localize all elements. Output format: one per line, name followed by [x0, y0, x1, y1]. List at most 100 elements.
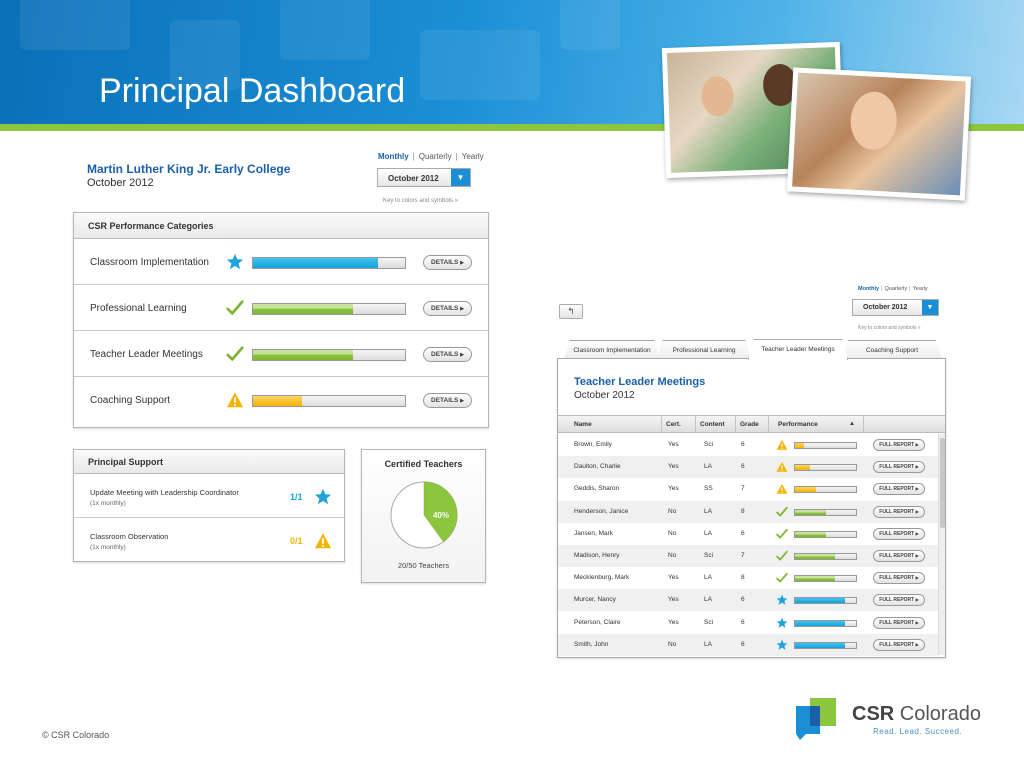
performance-bar: [252, 303, 406, 315]
warning-icon: [776, 439, 788, 451]
table-row: Brown, Emily Yes Sci 6 FULL REPORT ▶: [558, 434, 938, 456]
tab-professional-learning[interactable]: Professional Learning: [657, 340, 751, 360]
cell-name: Daulton, Charlie: [574, 463, 621, 471]
logo-bold-text: CSR: [852, 703, 895, 725]
detail-period-select[interactable]: October 2012 ▼: [852, 299, 939, 316]
full-report-button[interactable]: FULL REPORT ▶: [873, 461, 925, 474]
checkmark-icon: [776, 506, 788, 518]
cell-name: Murcer, Nancy: [574, 596, 616, 604]
row-performance-fill: [795, 598, 846, 604]
detail-key-link[interactable]: Key to colors and symbols »: [858, 325, 921, 331]
table-row: Jansen, Mark No LA 6 FULL REPORT ▶: [558, 523, 938, 545]
full-report-label: FULL REPORT: [879, 486, 915, 493]
performance-bar-fill: [253, 350, 354, 360]
full-report-button[interactable]: FULL REPORT ▶: [873, 616, 925, 629]
full-report-button[interactable]: FULL REPORT ▶: [873, 439, 925, 451]
cell-content: LA: [704, 463, 712, 471]
play-arrow-icon: ▶: [915, 530, 919, 536]
cell-grade: 8: [741, 507, 745, 515]
cell-name: Jansen, Mark: [574, 529, 614, 537]
detail-chevron-down-icon: ▼: [922, 300, 938, 315]
cell-grade: 8: [741, 574, 745, 582]
cell-grade: 6: [741, 441, 745, 448]
full-report-button[interactable]: FULL REPORT ▶: [873, 638, 925, 651]
period-monthly-link[interactable]: Monthly: [378, 152, 409, 161]
tab-classroom-implementation[interactable]: Classroom Implementation: [564, 340, 660, 360]
table-row: Mecklenburg, Mark Yes LA 8 FULL REPORT ▶: [558, 567, 938, 589]
details-button-label: DETAILS: [431, 397, 459, 404]
star-icon: [776, 617, 788, 629]
performance-row-label: Coaching Support: [90, 395, 171, 406]
cell-cert: No: [668, 640, 677, 648]
column-header-content[interactable]: Content: [696, 416, 736, 433]
cell-cert: Yes: [668, 618, 679, 626]
row-performance-bar: [794, 508, 857, 516]
student-portrait-photo: [786, 67, 972, 201]
column-header-cert[interactable]: Cert.: [662, 416, 696, 433]
cell-content: LA: [704, 640, 712, 648]
checkmark-icon: [226, 345, 244, 363]
page-title: Principal Dashboard: [99, 72, 406, 110]
cell-cert: Yes: [668, 574, 679, 582]
details-button[interactable]: DETAILS ▶: [423, 255, 472, 270]
support-row-count: 1/1: [290, 492, 303, 502]
cell-name: Madison, Henry: [574, 552, 620, 559]
period-yearly-link[interactable]: Yearly: [461, 152, 484, 161]
cell-grade: 6: [741, 463, 745, 471]
support-row-frequency: (1x monthly): [90, 500, 126, 507]
checkmark-icon: [776, 528, 788, 540]
period-select-value: October 2012: [388, 174, 439, 183]
row-performance-fill: [795, 487, 817, 493]
full-report-button[interactable]: FULL REPORT ▶: [873, 505, 925, 518]
scrollbar-thumb[interactable]: [940, 438, 945, 528]
row-performance-bar: [794, 442, 857, 449]
full-report-button[interactable]: FULL REPORT ▶: [873, 594, 925, 607]
support-row-frequency: (1x monthly): [90, 544, 126, 551]
warning-icon: [776, 461, 788, 473]
detail-period-yearly-link[interactable]: Yearly: [912, 286, 928, 292]
back-button[interactable]: ↰: [559, 304, 583, 319]
table-scrollbar[interactable]: [938, 434, 945, 655]
star-icon: [776, 594, 788, 606]
warning-icon: [226, 391, 244, 409]
star-icon: [226, 253, 244, 271]
period-select[interactable]: October 2012 ▼: [377, 168, 471, 187]
key-link[interactable]: Key to colors and symbols »: [383, 198, 459, 204]
details-button[interactable]: DETAILS ▶: [423, 393, 472, 408]
column-header-performance[interactable]: Performance ▲: [769, 416, 864, 433]
warning-icon: [776, 483, 788, 495]
pie-slice-certified: [423, 481, 458, 543]
cell-cert: Yes: [668, 441, 679, 448]
row-performance-bar: [794, 553, 857, 560]
row-performance-bar: [794, 641, 857, 649]
full-report-button[interactable]: FULL REPORT ▶: [873, 527, 925, 540]
play-arrow-icon: ▶: [915, 619, 919, 625]
play-arrow-icon: ▶: [460, 352, 464, 358]
column-header-name[interactable]: Name: [570, 416, 662, 433]
details-button[interactable]: DETAILS ▶: [423, 347, 472, 362]
detail-period-monthly-link[interactable]: Monthly: [858, 286, 880, 292]
chevron-down-icon: ▼: [451, 169, 470, 186]
details-button-label: DETAILS: [431, 305, 459, 312]
period-quarterly-link[interactable]: Quarterly: [418, 152, 452, 161]
full-report-label: FULL REPORT: [879, 442, 915, 448]
warning-icon: [314, 532, 332, 550]
full-report-button[interactable]: FULL REPORT ▶: [873, 483, 925, 496]
school-period: October 2012: [87, 177, 154, 189]
row-performance-bar: [794, 530, 857, 538]
column-header-grade[interactable]: Grade: [736, 416, 769, 433]
details-button[interactable]: DETAILS ▶: [423, 301, 472, 316]
detail-period-quarterly-link[interactable]: Quarterly: [884, 286, 908, 292]
table-row: Geddis, Sharon Yes SS 7 FULL REPORT ▶: [558, 478, 938, 500]
play-arrow-icon: ▶: [915, 575, 919, 581]
tab-coaching-support[interactable]: Coaching Support: [842, 340, 942, 360]
cell-cert: No: [668, 507, 677, 515]
period-toggle: Monthly | Quarterly | Yearly: [378, 152, 484, 161]
row-performance-fill: [795, 642, 846, 648]
performance-bar: [252, 395, 406, 407]
tab-teacher-leader-meetings[interactable]: Teacher Leader Meetings: [748, 339, 848, 360]
play-arrow-icon: ▶: [460, 306, 464, 312]
full-report-button[interactable]: FULL REPORT ▶: [873, 550, 925, 562]
full-report-button[interactable]: FULL REPORT ▶: [873, 572, 925, 585]
support-row: Update Meeting with Leadership Coordinat…: [74, 474, 344, 518]
